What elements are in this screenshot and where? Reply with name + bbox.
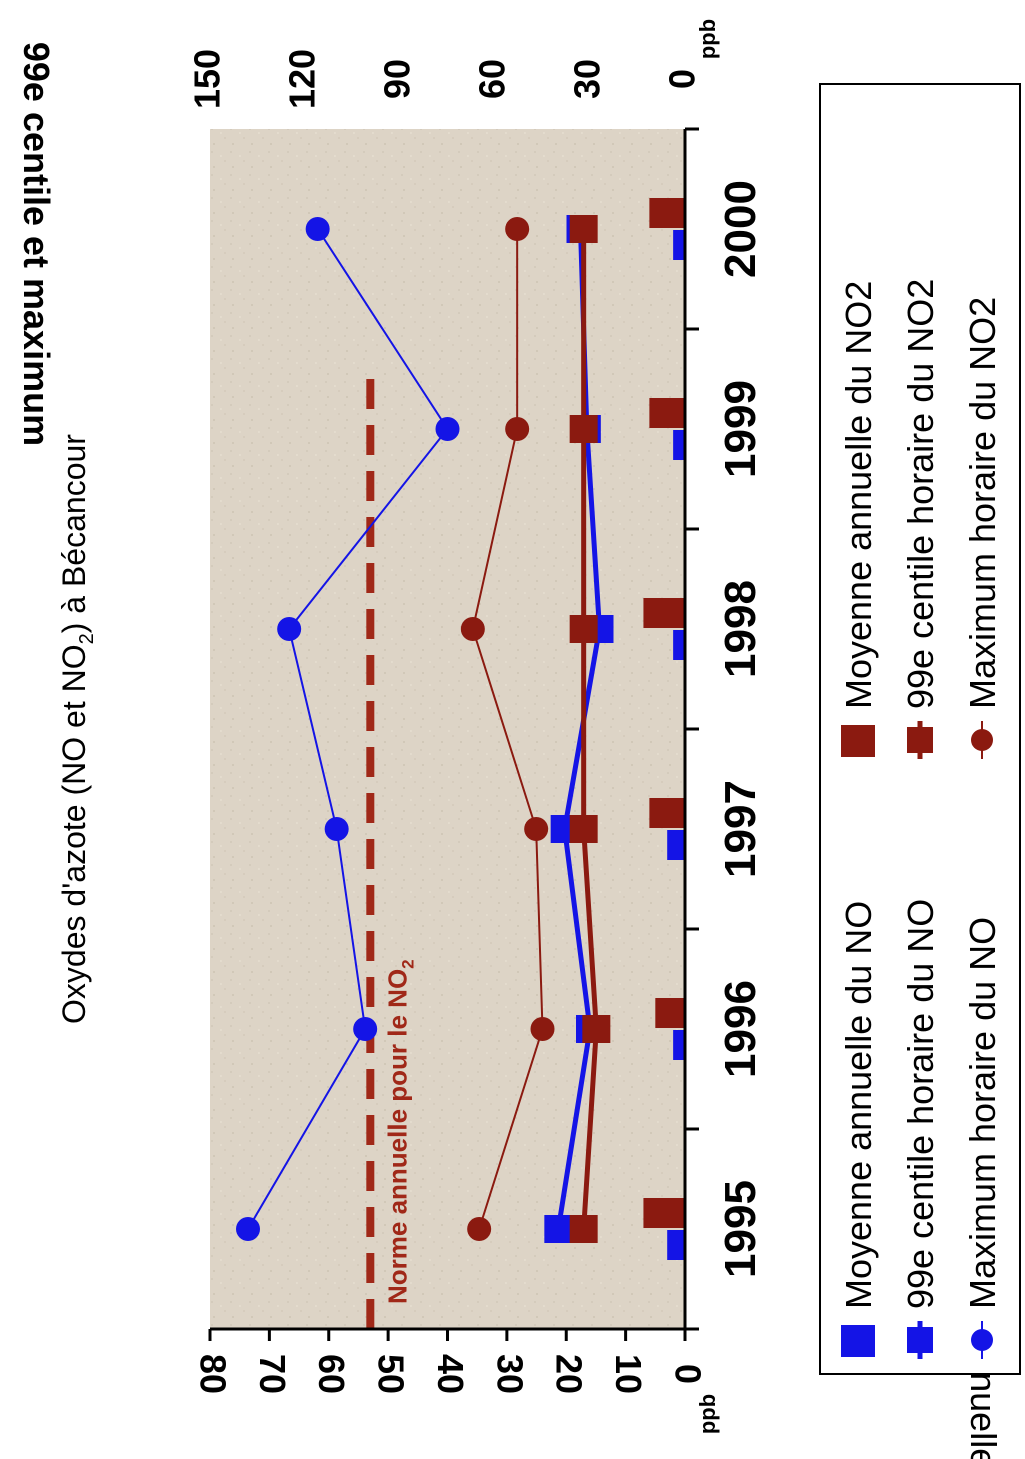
circle-marker-3-1999 — [505, 417, 530, 441]
legend-label-0: Moyenne annuelle du NO — [838, 901, 879, 1309]
norm-label: Norme annuelle pour le NO2 — [382, 959, 417, 1304]
right-tick-label-90: 90 — [377, 59, 418, 99]
bar-no-1996 — [673, 1030, 685, 1060]
bar-no-1997 — [667, 830, 685, 860]
square-marker-2-1999 — [569, 415, 598, 443]
series-line-3 — [471, 229, 544, 1230]
legend-label-5: Maximum horaire du NO2 — [962, 297, 1003, 709]
legend-swatch-circle — [971, 1329, 993, 1351]
square-marker-0-1995 — [544, 1215, 573, 1243]
series-line-2 — [581, 229, 599, 1230]
legend-label-1: 99e centile horaire du NO — [900, 899, 941, 1309]
circle-marker-1-1999 — [435, 417, 460, 441]
x-tick-label-1996: 1996 — [716, 980, 765, 1078]
left-tick-label-30: 30 — [489, 1354, 530, 1394]
legend: Moyenne annuelle du NO 99e centile horair… — [819, 83, 1021, 1375]
plot-background — [210, 129, 685, 1329]
circle-marker-1-2000 — [305, 217, 330, 241]
square-marker-2-1998 — [569, 615, 598, 643]
circle-marker-3-2000 — [505, 217, 530, 241]
circle-marker-1-1998 — [277, 617, 302, 641]
bar-no-1995 — [667, 1230, 685, 1260]
left-tick-label-60: 60 — [311, 1354, 352, 1394]
series-line-1 — [247, 228, 449, 1230]
bar-no-2000 — [673, 230, 685, 260]
legend-swatch-square — [907, 1327, 933, 1353]
bar-no-1999 — [673, 430, 685, 460]
square-marker-2-2000 — [569, 215, 598, 243]
right-tick-label-0: 0 — [662, 69, 703, 89]
circle-marker-1-1997 — [324, 817, 349, 841]
circle-marker-3-1996 — [530, 1017, 555, 1041]
x-tick-label-1997: 1997 — [716, 780, 765, 878]
bar-no2-1998 — [643, 598, 685, 628]
left-tick-label-0: 0 — [667, 1364, 708, 1384]
x-tick-label-1999: 1999 — [716, 380, 765, 478]
right-axis-unit: ppb — [695, 19, 720, 59]
chart-title: Oxydes d'azote (NO et NO2) à Bécancour — [56, 434, 98, 1024]
left-tick-label-20: 20 — [549, 1354, 590, 1394]
bar-no2-1997 — [649, 798, 685, 828]
square-marker-2-1996 — [582, 1015, 611, 1043]
bar-no2-1995 — [643, 1198, 685, 1228]
square-marker-2-1995 — [569, 1215, 598, 1243]
legend-swatch-bar — [841, 1325, 875, 1357]
legend-swatch-circle — [971, 729, 993, 751]
square-marker-2-1997 — [569, 815, 598, 843]
left-tick-label-70: 70 — [252, 1354, 293, 1394]
bar-no2-2000 — [649, 198, 685, 228]
right-tick-label-60: 60 — [472, 59, 513, 99]
right-tick-label-120: 120 — [282, 49, 323, 109]
left-tick-label-40: 40 — [430, 1354, 471, 1394]
legend-swatch-bar — [841, 725, 875, 757]
circle-marker-1-1996 — [353, 1017, 378, 1041]
right-axis-label: 99e centile et maximum — [16, 42, 57, 446]
bar-no2-1996 — [655, 998, 685, 1028]
bar-no-1998 — [673, 630, 685, 660]
right-tick-label-150: 150 — [187, 49, 228, 109]
circle-marker-3-1995 — [467, 1217, 492, 1241]
legend-label-3: Moyenne annuelle du NO2 — [838, 281, 879, 709]
legend-label-2: Maximum horaire du NO — [962, 917, 1003, 1309]
x-tick-label-2000: 2000 — [716, 180, 765, 278]
circle-marker-3-1997 — [524, 817, 549, 841]
circle-marker-3-1998 — [460, 617, 485, 641]
x-tick-label-1998: 1998 — [716, 580, 765, 678]
left-axis-unit: ppb — [695, 1394, 720, 1434]
left-tick-label-10: 10 — [608, 1354, 649, 1394]
left-tick-label-80: 80 — [192, 1354, 233, 1394]
legend-label-4: 99e centile horaire du NO2 — [900, 279, 941, 709]
bar-no2-1999 — [649, 398, 685, 428]
right-tick-label-30: 30 — [567, 59, 608, 99]
circle-marker-1-1995 — [236, 1217, 260, 1241]
x-tick-label-1995: 1995 — [716, 1180, 765, 1278]
legend-swatch-square — [907, 727, 933, 753]
left-tick-label-50: 50 — [371, 1354, 412, 1394]
